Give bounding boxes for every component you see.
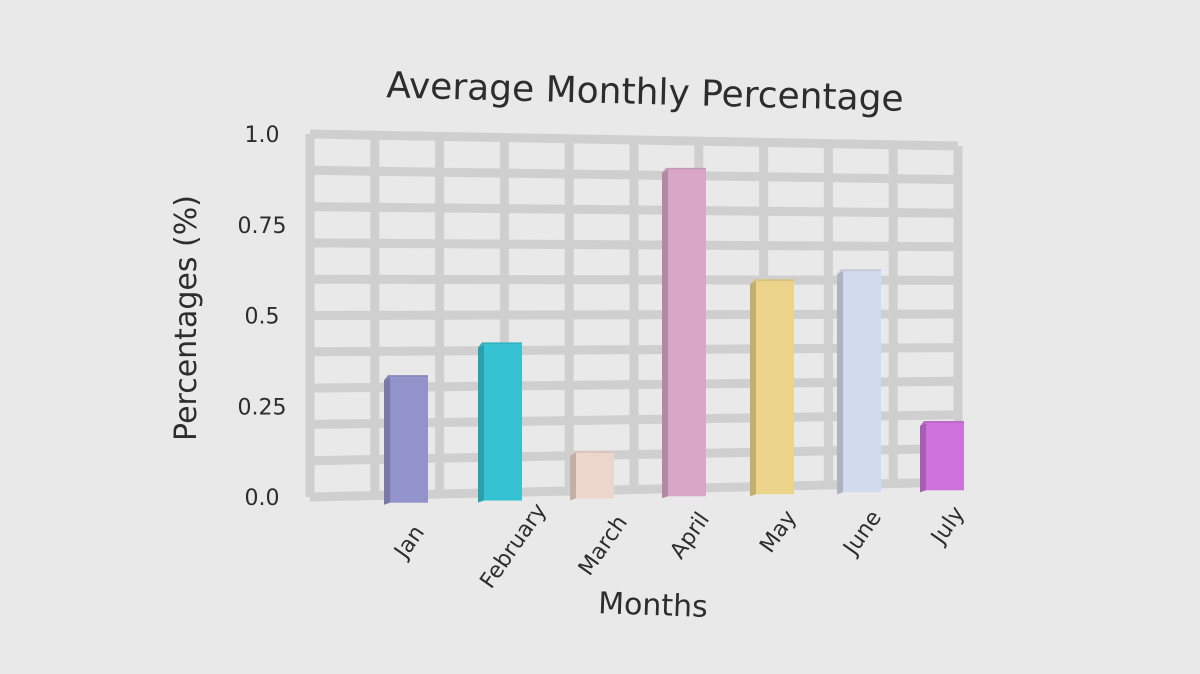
- y-tick-label: 1.0: [245, 123, 280, 148]
- y-tick-label: 0.25: [238, 395, 287, 420]
- x-category-label: April: [666, 508, 715, 564]
- bar-top: [920, 420, 964, 426]
- bar-april: [662, 167, 706, 499]
- x-axis-categories: Jan February March April May June July: [389, 499, 970, 593]
- y-axis-ticks: 0.0 0.25 0.5 0.75 1.0: [238, 123, 287, 511]
- bar-front: [843, 271, 881, 493]
- x-axis-title: Months: [598, 586, 709, 625]
- y-tick-label: 0.0: [245, 486, 280, 511]
- bar-side: [662, 169, 668, 499]
- bar-top: [750, 279, 794, 285]
- bar-top: [662, 167, 706, 173]
- x-category-label: March: [574, 511, 633, 580]
- bar-side: [750, 281, 756, 497]
- bar-february: [478, 342, 522, 503]
- bar-front: [390, 377, 428, 503]
- bar-top: [570, 450, 614, 456]
- bar-march: [570, 450, 614, 501]
- bar-front: [926, 422, 964, 491]
- bar-may: [750, 279, 794, 497]
- bar-side: [837, 271, 843, 495]
- x-category-label: May: [755, 506, 802, 558]
- bar-side: [920, 422, 926, 493]
- bar-july: [920, 420, 964, 493]
- bar-top: [478, 342, 522, 348]
- bar-top: [837, 269, 881, 275]
- y-tick-label: 0.75: [238, 214, 287, 239]
- bar-front: [756, 281, 794, 495]
- bar-front: [576, 452, 614, 499]
- bar-front: [484, 344, 522, 501]
- x-category-label: Jan: [389, 521, 430, 565]
- y-tick-label: 0.5: [245, 305, 280, 330]
- y-axis-title: Percentages (%): [169, 195, 204, 441]
- bar-side: [570, 452, 576, 501]
- bar-side: [478, 344, 484, 503]
- chart-title: Average Monthly Percentage: [386, 65, 904, 120]
- bar-front: [668, 169, 706, 497]
- bar-side: [384, 377, 390, 505]
- x-category-label: July: [926, 502, 970, 550]
- bar-top: [384, 375, 428, 381]
- bar-jan: [384, 375, 428, 505]
- bar-june: [837, 269, 881, 495]
- bars: [384, 167, 964, 505]
- x-category-label: June: [838, 506, 887, 561]
- x-category-label: February: [476, 499, 552, 593]
